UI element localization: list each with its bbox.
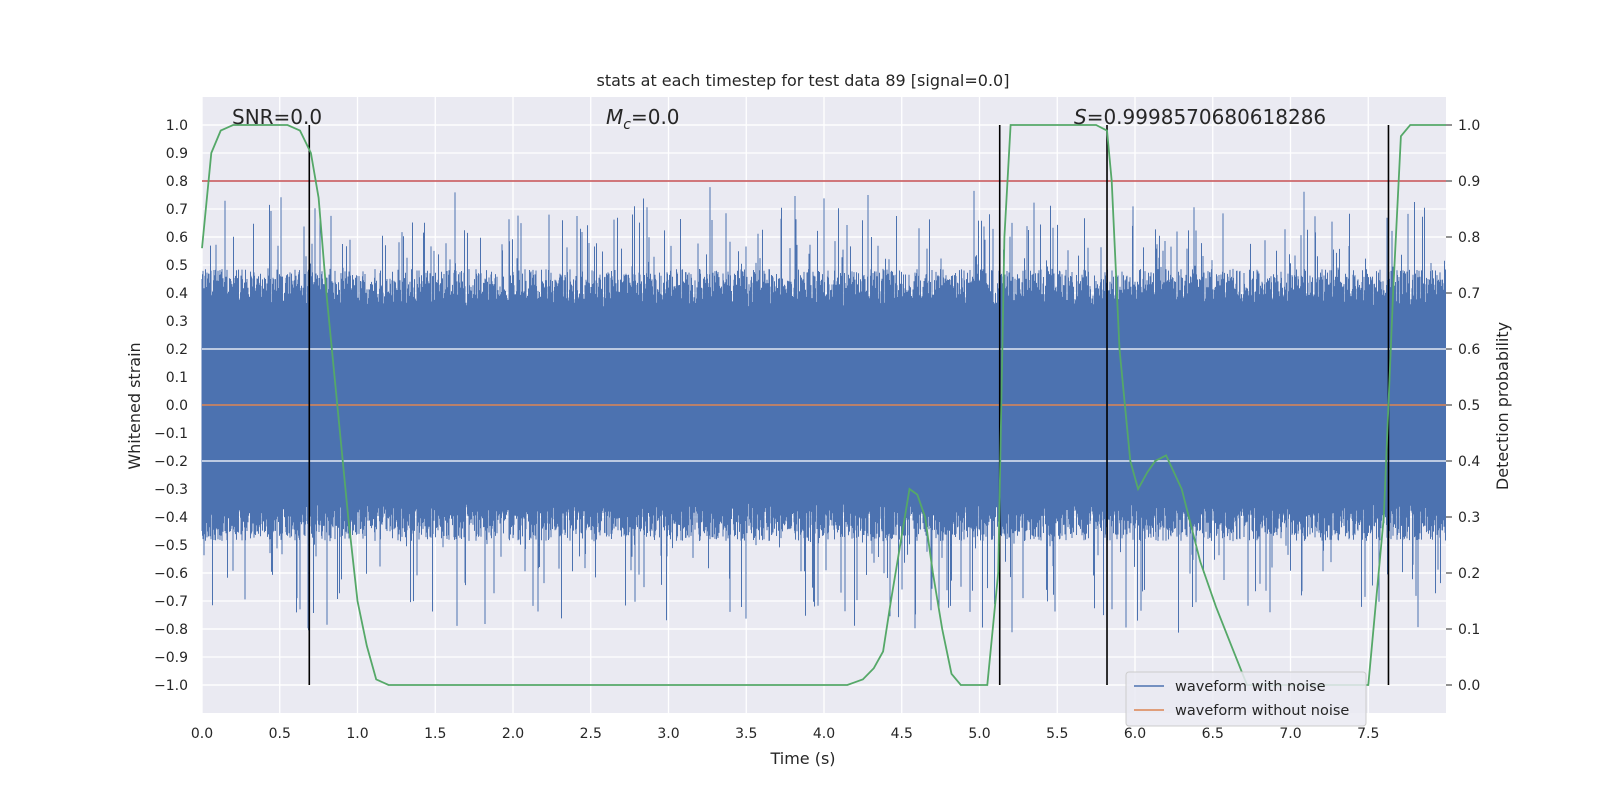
x-tick-label: 3.5 xyxy=(735,726,757,742)
x-tick-label: 5.5 xyxy=(1046,726,1068,742)
chart-title: stats at each timestep for test data 89 … xyxy=(597,71,1010,90)
x-tick-label: 6.0 xyxy=(1124,726,1146,742)
x-tick-label: 0.0 xyxy=(191,726,213,742)
y-tick-label: 0.2 xyxy=(166,342,188,358)
x-tick-label: 5.0 xyxy=(968,726,990,742)
y-tick-label: 0.6 xyxy=(166,230,188,246)
y2-tick-label: 0.7 xyxy=(1458,286,1480,302)
x-tick-label: 4.0 xyxy=(813,726,835,742)
legend-label-clean: waveform without noise xyxy=(1175,703,1349,719)
legend: waveform with noise waveform without noi… xyxy=(1125,671,1367,727)
x-axis-ticks: 0.0 0.5 1.0 1.5 2.0 2.5 3.0 3.5 4.0 4.5 5.0 5.5 6.0 6… xyxy=(191,726,1380,742)
y-tick-label: −0.3 xyxy=(154,482,188,498)
y-tick-label: 0.1 xyxy=(166,370,188,386)
y2-tick-label: 0.9 xyxy=(1458,174,1480,190)
s-symbol: S xyxy=(1074,105,1087,129)
y-tick-label: 0.8 xyxy=(166,174,188,190)
y2-tick-label: 0.1 xyxy=(1458,622,1480,638)
x-tick-label: 2.0 xyxy=(502,726,524,742)
y2-tick-label: 0.3 xyxy=(1458,510,1480,526)
chirp-mass-annotation: Mc=0.0 xyxy=(606,105,680,133)
y2-tick-label: 0.2 xyxy=(1458,566,1480,582)
x-tick-label: 2.5 xyxy=(580,726,602,742)
y-tick-label: 0.0 xyxy=(166,398,188,414)
y-tick-label: 0.9 xyxy=(166,146,188,162)
y2-tick-label: 0.4 xyxy=(1458,454,1480,470)
y2-tick-label: 0.5 xyxy=(1458,398,1480,414)
y2-axis-label: Detection probability xyxy=(1493,322,1512,490)
x-axis-label: Time (s) xyxy=(769,749,835,768)
y-tick-label: 0.3 xyxy=(166,314,188,330)
y-tick-label: −0.7 xyxy=(154,594,188,610)
y-tick-label: −1.0 xyxy=(154,678,188,694)
y2-tick-label: 0.6 xyxy=(1458,342,1480,358)
x-tick-label: 6.5 xyxy=(1202,726,1224,742)
legend-box xyxy=(1125,671,1367,727)
y-tick-label: −0.8 xyxy=(154,622,188,638)
mc-value: =0.0 xyxy=(631,105,680,129)
y-tick-label: −0.9 xyxy=(154,650,188,666)
y-axis-ticks: 1.0 0.9 0.8 0.7 0.6 0.5 0.4 0.3 0.2 0.1 0.0 −0.1 −0.… xyxy=(154,118,188,694)
x-tick-label: 1.0 xyxy=(346,726,368,742)
y-tick-label: −0.2 xyxy=(154,454,188,470)
y2-tick-label: 0.8 xyxy=(1458,230,1480,246)
y2-tick-label: 0.0 xyxy=(1458,678,1480,694)
y-tick-label: −0.1 xyxy=(154,426,188,442)
x-tick-label: 4.5 xyxy=(891,726,913,742)
mc-symbol: M xyxy=(606,105,623,129)
x-tick-label: 7.5 xyxy=(1357,726,1379,742)
y-tick-label: −0.6 xyxy=(154,566,188,582)
y-tick-label: −0.4 xyxy=(154,510,188,526)
detection-probability-line xyxy=(201,124,1446,686)
y-tick-label: 0.4 xyxy=(166,286,188,302)
y-tick-label: −0.5 xyxy=(154,538,188,554)
y-tick-label: 0.5 xyxy=(166,258,188,274)
y2-tick-label: 1.0 xyxy=(1458,118,1480,134)
s-value: =0.9998570680618286 xyxy=(1087,105,1326,129)
y-axis-label: Whitened strain xyxy=(125,342,144,469)
statistic-annotation: S=0.9998570680618286 xyxy=(1074,105,1326,129)
x-tick-label: 1.5 xyxy=(424,726,446,742)
x-tick-label: 0.5 xyxy=(269,726,291,742)
snr-annotation: SNR=0.0 xyxy=(232,105,322,129)
legend-label-noise: waveform with noise xyxy=(1175,679,1326,695)
x-tick-label: 7.0 xyxy=(1279,726,1301,742)
y-tick-label: 0.7 xyxy=(166,202,188,218)
x-tick-label: 3.0 xyxy=(657,726,679,742)
y-tick-label: 1.0 xyxy=(166,118,188,134)
y2-axis-ticks: 1.0 0.9 0.8 0.7 0.6 0.5 0.4 0.3 0.2 0.1 0.0 xyxy=(1446,118,1480,694)
mc-subscript: c xyxy=(623,117,631,133)
